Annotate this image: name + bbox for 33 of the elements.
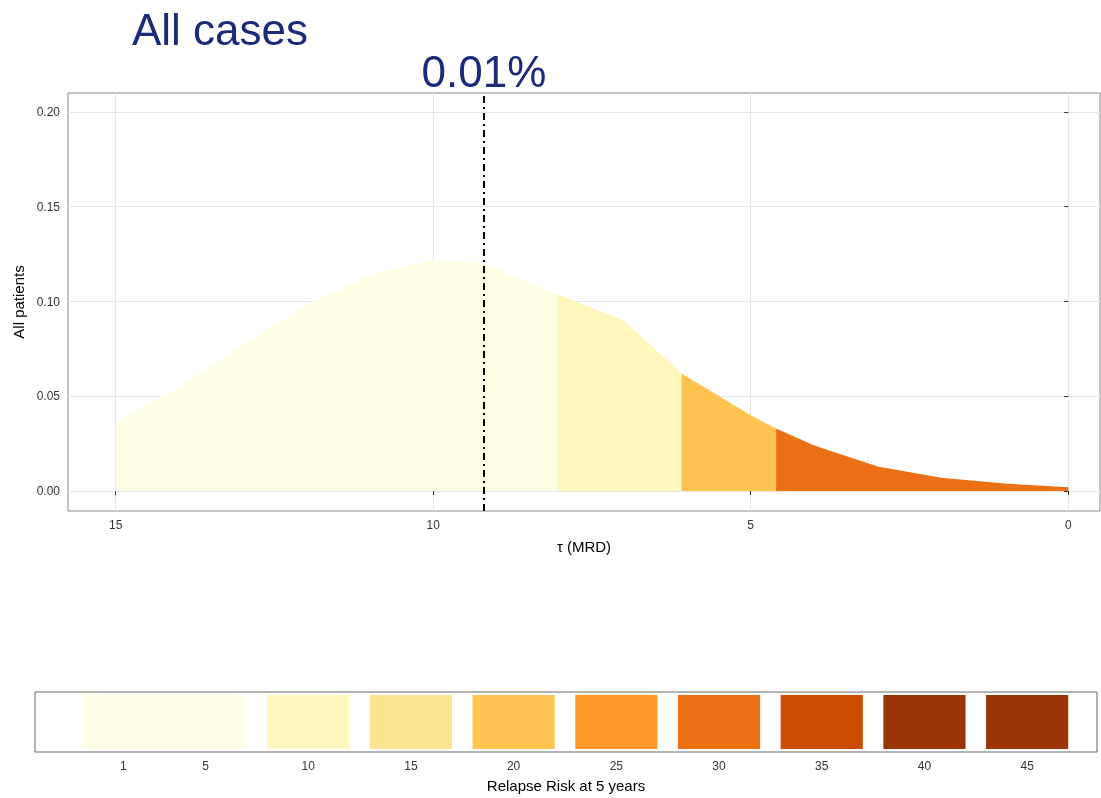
annotation: 0.01% — [421, 46, 547, 96]
x-tick-label: 15 — [108, 518, 123, 532]
bar — [82, 695, 247, 749]
y-tick-label: 0.10 — [36, 294, 61, 309]
bar — [677, 695, 761, 749]
x-tick-label: 45 — [1020, 759, 1035, 773]
x-tick-label: 10 — [301, 759, 316, 773]
y-axis-title: All patients — [9, 265, 27, 339]
x-tick-label: 40 — [917, 759, 932, 773]
y-tick-label: 0.05 — [36, 389, 61, 404]
bar — [472, 695, 555, 749]
y-tick-label: 0.20 — [36, 104, 61, 119]
y-tick-label: 0.00 — [36, 484, 61, 499]
x-tick-label: 35 — [815, 759, 829, 773]
x-tick-label: 20 — [506, 759, 521, 773]
x-tick-label: 10 — [426, 518, 441, 532]
x-tick-label: 25 — [609, 759, 624, 773]
x-tick-label: 30 — [712, 759, 727, 773]
bar — [369, 695, 452, 749]
x-tick-label: 5 — [747, 518, 755, 532]
bar — [267, 695, 350, 749]
x-tick-label: 15 — [404, 759, 418, 773]
bar — [883, 695, 966, 749]
x-tick-label: 5 — [202, 759, 210, 773]
chart-title: All cases — [132, 4, 309, 54]
bar — [575, 695, 658, 749]
x-tick-label: 1 — [119, 759, 127, 773]
x-axis-title: Relapse Risk at 5 years — [486, 777, 646, 794]
x-tick-label: 0 — [1064, 518, 1072, 532]
x-axis-title: τ (MRD) — [556, 538, 612, 555]
bar — [780, 695, 863, 749]
bar — [986, 695, 1069, 749]
y-tick-label: 0.15 — [36, 199, 61, 214]
